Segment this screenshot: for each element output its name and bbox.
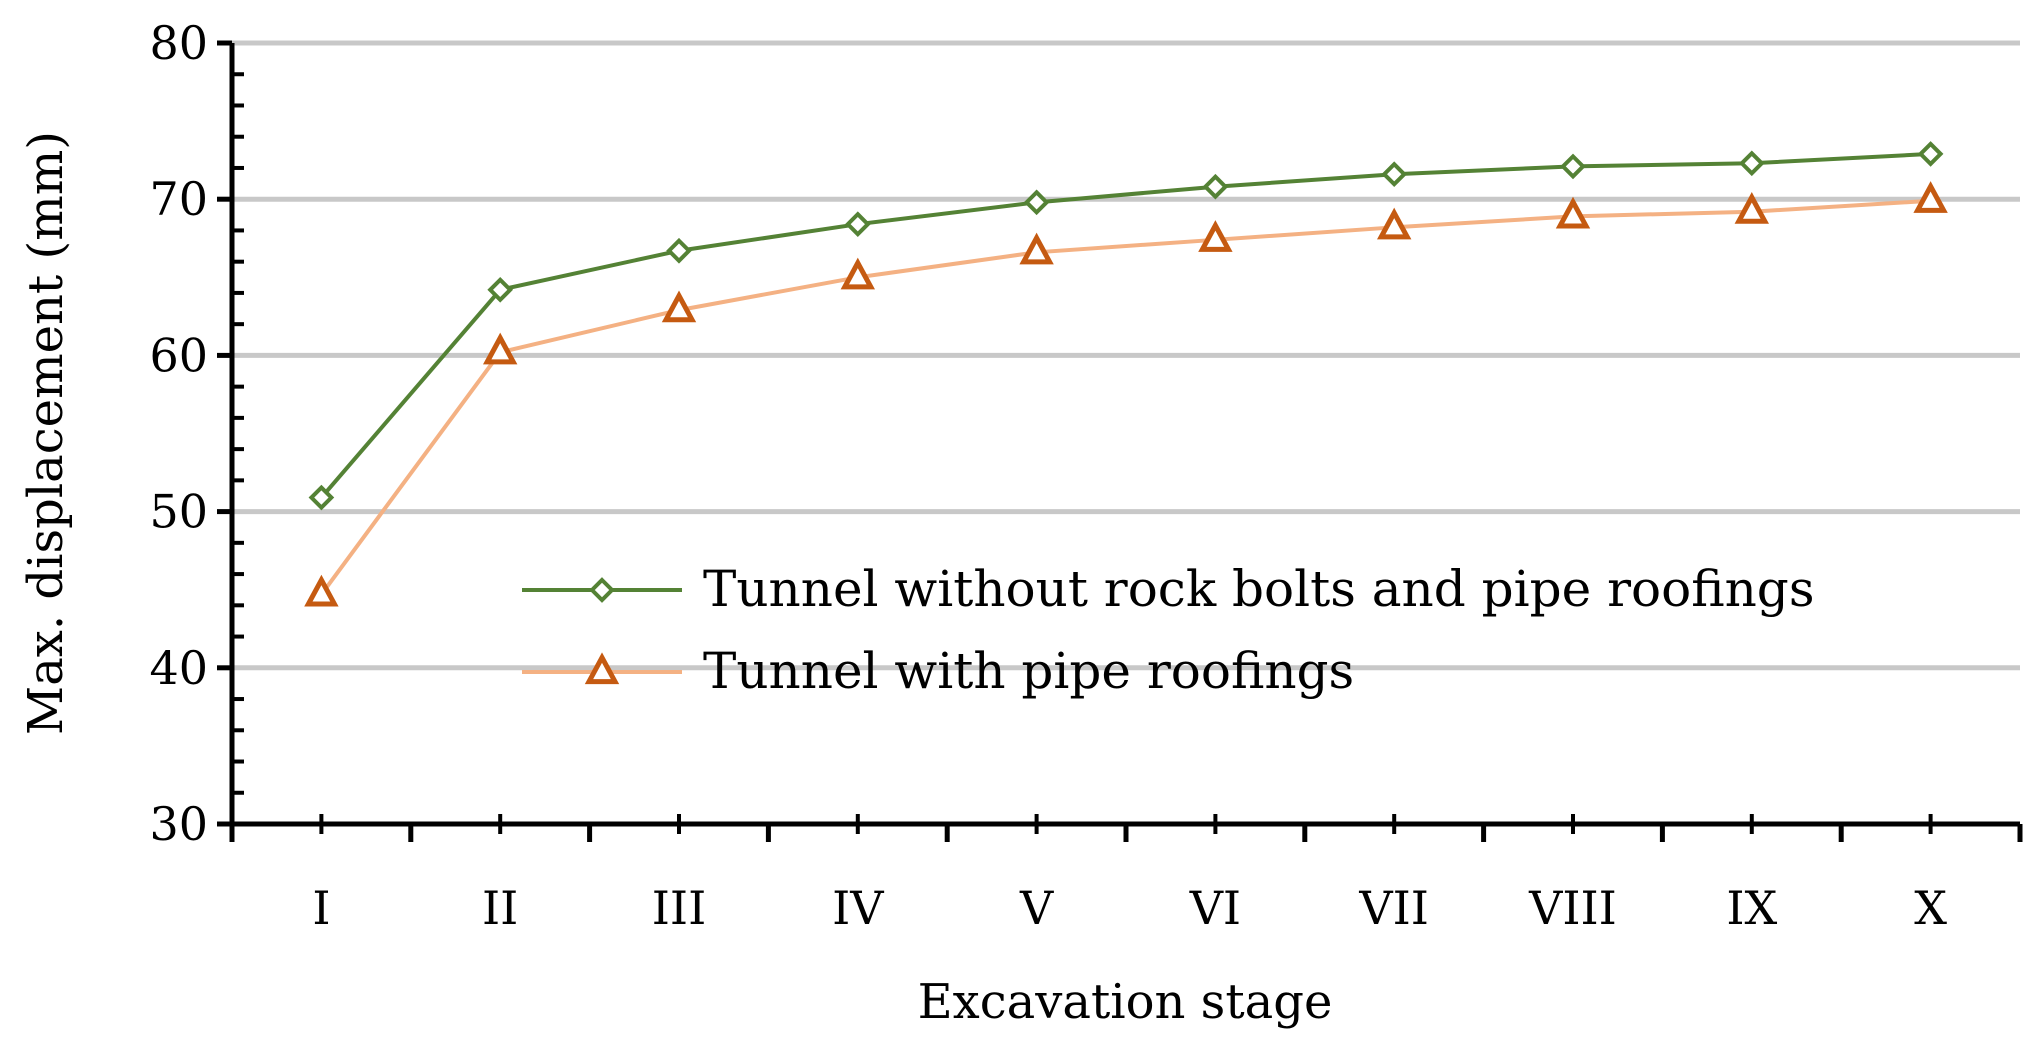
data-point-s1-VIII [1560, 153, 1586, 180]
data-point-s2-I [304, 574, 339, 607]
x-tick-label-IV: IV [832, 881, 884, 935]
y-tick-label-50: 50 [149, 485, 208, 539]
data-point-s1-I [308, 484, 335, 511]
legend: Tunnel without rock bolts and pipe roofi… [522, 560, 1814, 700]
y-tick-label-60: 60 [149, 328, 208, 382]
data-point-s2-VII [1377, 207, 1412, 240]
data-point-s2-II [483, 332, 518, 365]
data-point-s1-VI [1202, 173, 1229, 200]
legend-marker-series-2 [584, 652, 620, 685]
data-point-s2-IX [1734, 192, 1769, 224]
data-point-s2-V [1019, 232, 1054, 265]
x-tick-label-I: I [312, 881, 330, 935]
x-tick-label-X: X [1914, 881, 1947, 935]
data-point-s2-III [661, 290, 697, 323]
x-tick-label-III: III [652, 881, 707, 935]
legend-marker-shape-2 [584, 652, 620, 685]
data-point-s2-VIII [1555, 196, 1591, 229]
series-2 [304, 181, 1948, 607]
x-tick-label-VIII: VIII [1528, 881, 1617, 935]
series-1 [308, 141, 1944, 511]
y-tick-label-70: 70 [149, 172, 208, 226]
x-tick-label-VII: VII [1358, 881, 1429, 935]
legend-label-series-1: Tunnel without rock bolts and pipe roofi… [703, 560, 1814, 618]
data-point-s2-X [1913, 181, 1948, 213]
gridlines [232, 40, 2020, 671]
y-tick-label-40: 40 [149, 641, 208, 695]
x-tick-label-VI: VI [1189, 881, 1241, 935]
data-point-s1-V [1023, 189, 1050, 216]
legend-marker-shape-1 [589, 577, 615, 603]
data-point-s2-IV [840, 257, 875, 290]
series-group [304, 141, 1948, 607]
legend-marker-series-1 [589, 577, 615, 603]
data-point-s1-IX [1738, 150, 1765, 177]
series-line-2 [319, 198, 1931, 596]
data-point-s1-III [666, 237, 692, 264]
data-point-s2-VI [1198, 220, 1233, 252]
legend-label-series-2: Tunnel with pipe roofings [703, 642, 1354, 700]
x-axis-title: Excavation stage [918, 974, 1333, 1030]
x-tick-label-V: V [1019, 881, 1054, 935]
data-point-s1-X [1917, 141, 1944, 167]
data-point-s1-II [487, 276, 514, 303]
y-tick-label-30: 30 [149, 797, 208, 851]
data-point-s1-IV [844, 211, 871, 238]
data-point-s1-VII [1381, 161, 1408, 188]
x-tick-label-IX: IX [1726, 881, 1777, 935]
axes [217, 40, 2023, 842]
y-tick-label-80: 80 [149, 16, 208, 70]
x-tick-label-II: II [482, 881, 518, 935]
series-line-1 [319, 151, 1931, 499]
y-axis-title: Max. displacement (mm) [18, 131, 74, 735]
